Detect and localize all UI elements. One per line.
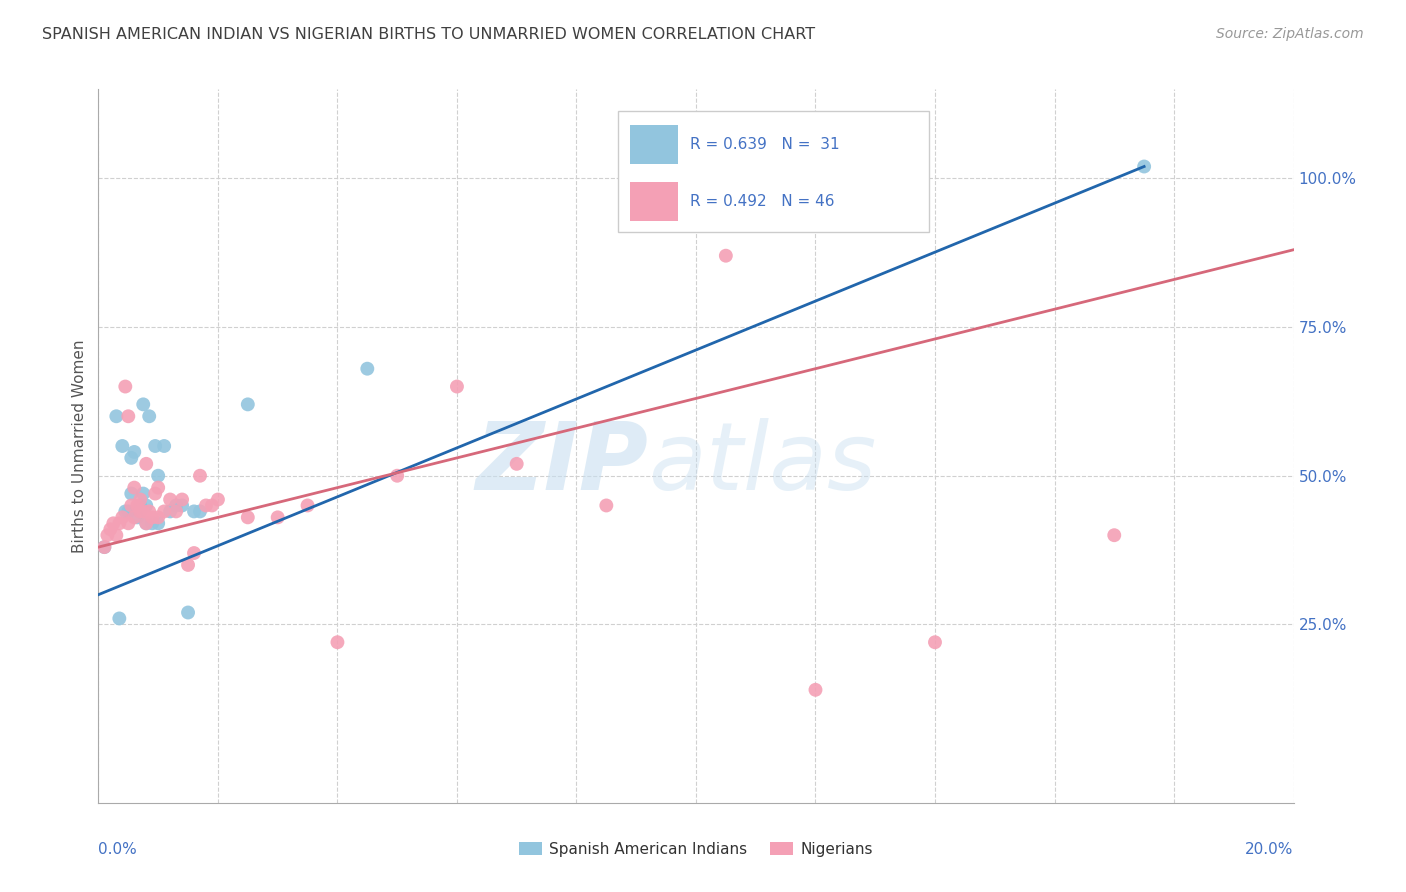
Point	[138, 409, 160, 424]
Point	[183, 546, 205, 560]
Point	[120, 450, 142, 465]
Point	[297, 499, 319, 513]
Point	[267, 510, 290, 524]
Point	[446, 379, 468, 393]
Point	[111, 510, 134, 524]
Point	[129, 492, 152, 507]
Point	[108, 516, 131, 531]
Point	[201, 499, 224, 513]
Point	[153, 504, 176, 518]
FancyBboxPatch shape	[619, 111, 929, 232]
Y-axis label: Births to Unmarried Women: Births to Unmarried Women	[72, 339, 87, 553]
Point	[165, 499, 187, 513]
Point	[117, 504, 139, 518]
Point	[143, 439, 166, 453]
Point	[129, 499, 152, 513]
Point	[124, 510, 146, 524]
Point	[105, 409, 128, 424]
FancyBboxPatch shape	[630, 125, 678, 164]
Point	[326, 635, 349, 649]
Point	[103, 516, 125, 531]
Point	[595, 499, 617, 513]
Point	[117, 409, 139, 424]
Point	[114, 379, 136, 393]
Point	[132, 504, 155, 518]
Point	[120, 499, 142, 513]
Text: atlas: atlas	[648, 418, 876, 509]
Text: 0.0%: 0.0%	[98, 842, 138, 857]
Point	[141, 510, 163, 524]
Point	[177, 606, 200, 620]
Point	[127, 499, 149, 513]
Point	[148, 481, 170, 495]
Point	[135, 457, 157, 471]
Point	[96, 528, 118, 542]
Point	[714, 249, 737, 263]
Point	[1133, 160, 1156, 174]
Text: R = 0.492   N = 46: R = 0.492 N = 46	[690, 194, 835, 209]
Point	[183, 504, 205, 518]
Point	[356, 361, 378, 376]
Point	[195, 499, 218, 513]
Point	[236, 510, 259, 524]
Point	[120, 486, 142, 500]
Text: 20.0%: 20.0%	[1246, 842, 1294, 857]
Point	[132, 486, 155, 500]
Point	[129, 504, 152, 518]
Point	[177, 558, 200, 572]
Point	[153, 439, 176, 453]
Point	[804, 682, 827, 697]
Point	[924, 635, 946, 649]
Text: Source: ZipAtlas.com: Source: ZipAtlas.com	[1216, 27, 1364, 41]
Point	[148, 516, 170, 531]
Point	[135, 516, 157, 531]
Point	[236, 397, 259, 411]
Text: R = 0.639   N =  31: R = 0.639 N = 31	[690, 136, 839, 152]
Text: ZIP: ZIP	[475, 417, 648, 510]
Point	[143, 486, 166, 500]
Point	[135, 516, 157, 531]
Point	[1102, 528, 1125, 542]
Point	[127, 510, 149, 524]
Point	[172, 499, 194, 513]
Point	[124, 481, 146, 495]
Point	[188, 468, 211, 483]
Point	[100, 522, 122, 536]
Point	[188, 504, 211, 518]
Point	[124, 445, 146, 459]
Point	[105, 528, 128, 542]
Point	[148, 468, 170, 483]
Legend: Spanish American Indians, Nigerians: Spanish American Indians, Nigerians	[513, 836, 879, 863]
Point	[385, 468, 409, 483]
Point	[108, 611, 131, 625]
Point	[135, 499, 157, 513]
Point	[148, 510, 170, 524]
Point	[129, 504, 152, 518]
Point	[141, 516, 163, 531]
Point	[207, 492, 229, 507]
Point	[165, 504, 187, 518]
Point	[159, 492, 181, 507]
Point	[138, 504, 160, 518]
Point	[114, 504, 136, 518]
Point	[132, 397, 155, 411]
Point	[117, 516, 139, 531]
Text: SPANISH AMERICAN INDIAN VS NIGERIAN BIRTHS TO UNMARRIED WOMEN CORRELATION CHART: SPANISH AMERICAN INDIAN VS NIGERIAN BIRT…	[42, 27, 815, 42]
Point	[506, 457, 529, 471]
Point	[93, 540, 115, 554]
Point	[159, 504, 181, 518]
Point	[93, 540, 115, 554]
Point	[111, 439, 134, 453]
FancyBboxPatch shape	[630, 182, 678, 221]
Point	[172, 492, 194, 507]
